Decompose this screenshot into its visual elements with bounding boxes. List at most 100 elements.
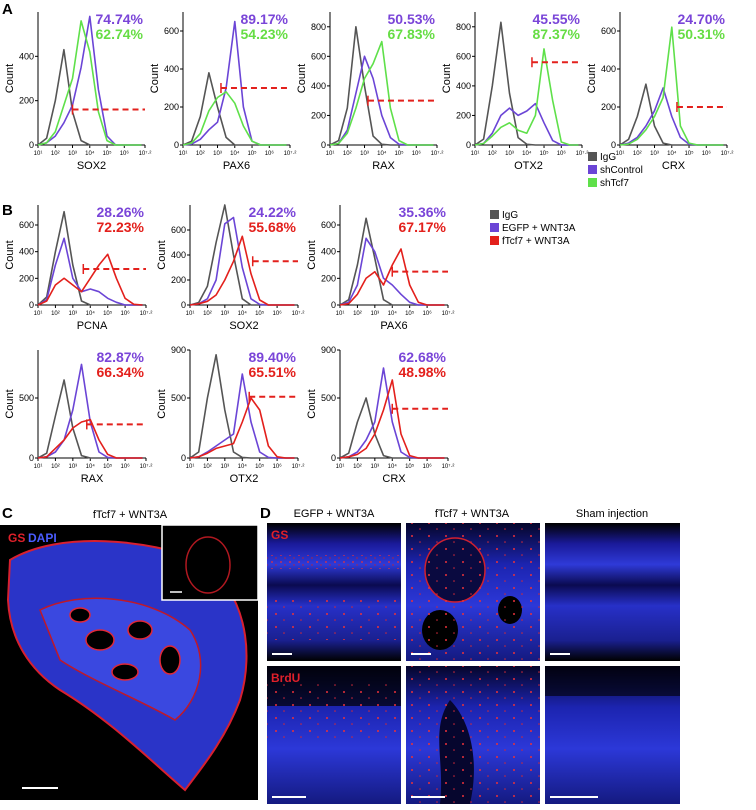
x-tick-label: 10¹: [186, 464, 195, 470]
x-tick-label: 10⁵: [247, 150, 257, 157]
panel-title: fTcf7 + WNT3A: [93, 509, 168, 521]
panel-letter: D: [260, 505, 271, 522]
y-axis-label: Count: [156, 240, 168, 269]
legend-label: fTcf7 + WNT3A: [502, 236, 570, 247]
y-tick-label: 200: [19, 273, 34, 283]
y-tick-label: 200: [321, 273, 336, 283]
panel-letter: B: [2, 202, 13, 219]
y-tick-label: 600: [321, 220, 336, 230]
histogram-curve: [37, 20, 142, 146]
x-tick-label: 10⁷·²: [576, 150, 589, 157]
percentage: 65.51%: [249, 364, 297, 380]
y-tick-label: 200: [19, 96, 34, 106]
histogram-curve: [37, 48, 142, 146]
y-tick-label: 400: [164, 64, 179, 74]
x-tick-label: 10³: [360, 151, 369, 157]
x-tick-label: 10⁵: [255, 463, 265, 470]
percentage: 45.55%: [533, 11, 581, 27]
x-tick-label: 10⁷·²: [442, 463, 455, 470]
y-tick-label: 900: [171, 345, 186, 355]
x-tick-label: 10⁷·²: [292, 463, 305, 470]
percentage: 62.68%: [399, 349, 447, 365]
x-axis-label: SOX2: [229, 320, 258, 332]
y-tick-label: 400: [19, 51, 34, 61]
percentage: 50.53%: [388, 11, 436, 27]
y-tick-label: 600: [311, 51, 326, 61]
x-tick-label: 10⁶: [423, 463, 433, 470]
x-tick-label: 10¹: [34, 151, 43, 157]
x-tick-label: 10⁴: [522, 150, 532, 157]
legend-swatch: [588, 152, 597, 161]
percentage: 28.26%: [97, 204, 145, 220]
histogram-curve: [189, 397, 295, 459]
x-axis-label: CRX: [382, 473, 406, 485]
column-header: fTcf7 + WNT3A: [435, 508, 510, 520]
x-tick-label: 10²: [353, 311, 362, 317]
legend-label: EGFP + WNT3A: [502, 223, 576, 234]
histogram-curve: [189, 235, 295, 306]
y-tick-label: 0: [181, 300, 186, 310]
x-tick-label: 10²: [203, 464, 212, 470]
y-tick-label: 500: [321, 393, 336, 403]
x-tick-label: 10⁴: [238, 463, 248, 470]
histogram-curve: [182, 72, 287, 146]
x-tick-label: 10⁷·²: [139, 150, 152, 157]
percentage: 24.70%: [678, 11, 726, 27]
y-tick-label: 0: [331, 453, 336, 463]
x-tick-label: 10²: [203, 311, 212, 317]
y-tick-label: 400: [311, 81, 326, 91]
x-tick-label: 10³: [650, 151, 659, 157]
y-tick-label: 0: [29, 453, 34, 463]
y-tick-label: 800: [311, 22, 326, 32]
stain-label: GS: [8, 531, 25, 545]
x-tick-label: 10¹: [179, 151, 188, 157]
y-tick-label: 200: [601, 102, 616, 112]
x-tick-label: 10³: [505, 151, 514, 157]
percentage: 74.74%: [96, 11, 144, 27]
y-tick-label: 400: [171, 250, 186, 260]
y-axis-label: Count: [586, 64, 598, 93]
percentage: 82.87%: [97, 349, 145, 365]
legend-label: shControl: [600, 165, 643, 176]
y-axis-label: Count: [306, 240, 318, 269]
percentage: 87.37%: [533, 26, 581, 42]
x-tick-label: 10³: [213, 151, 222, 157]
histogram-curve: [339, 379, 445, 459]
percentage: 55.68%: [249, 219, 297, 235]
x-tick-label: 10²: [353, 464, 362, 470]
y-axis-label: Count: [156, 389, 168, 418]
y-axis-label: Count: [441, 64, 453, 93]
x-tick-label: 10⁴: [86, 310, 96, 317]
legend-swatch: [588, 178, 597, 187]
micrograph: [0, 524, 259, 800]
percentage: 67.17%: [399, 219, 447, 235]
x-tick-label: 10⁷·²: [140, 310, 153, 317]
percentage: 67.83%: [388, 26, 436, 42]
percentage: 24.22%: [249, 204, 297, 220]
column-header: EGFP + WNT3A: [294, 508, 375, 520]
x-tick-label: 10⁴: [388, 463, 398, 470]
x-axis-label: RAX: [372, 160, 395, 172]
x-tick-label: 10⁴: [230, 150, 240, 157]
y-tick-label: 200: [171, 275, 186, 285]
legend-swatch: [588, 165, 597, 174]
micrographs: [267, 523, 680, 804]
histogram-curve: [339, 248, 445, 306]
legend-swatch: [490, 210, 499, 219]
x-tick-label: 10⁶: [273, 463, 283, 470]
x-tick-label: 10⁶: [557, 150, 567, 157]
x-tick-label: 10³: [371, 311, 380, 317]
y-tick-label: 200: [311, 110, 326, 120]
x-tick-label: 10¹: [34, 311, 43, 317]
x-tick-label: 10³: [221, 464, 230, 470]
y-tick-label: 200: [164, 102, 179, 112]
legend-label: shTcf7: [600, 178, 629, 189]
x-axis-label: SOX2: [77, 160, 106, 172]
histogram-curve: [189, 373, 295, 459]
x-tick-label: 10⁵: [102, 150, 112, 157]
x-tick-label: 10⁵: [103, 463, 113, 470]
y-tick-label: 0: [466, 140, 471, 150]
x-tick-label: 10⁴: [377, 150, 387, 157]
panel-letter: A: [2, 1, 13, 18]
